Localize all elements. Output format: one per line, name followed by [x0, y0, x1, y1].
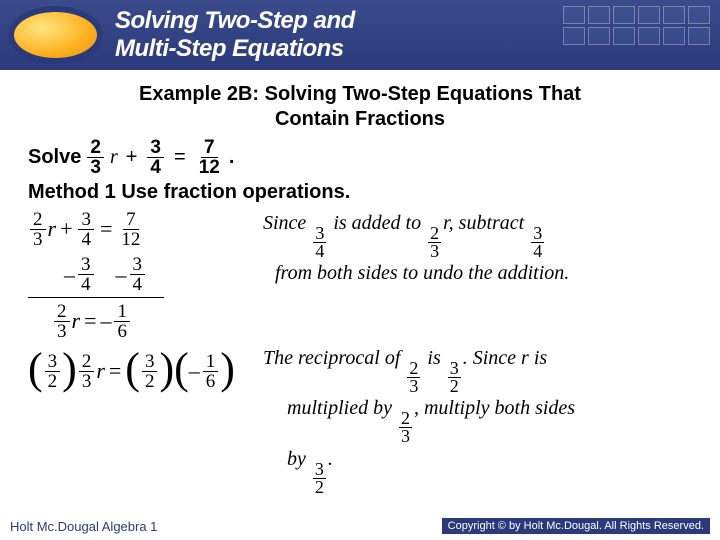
frac-2-3: 23	[87, 138, 104, 177]
math-row-2: – 34 – 34	[28, 252, 164, 298]
math-row-4: ( 32 ) 23 r = ( 32 ) ( – 16 )	[28, 344, 263, 398]
method-line: Method 1 Use fraction operations.	[28, 181, 692, 204]
header-grid-decor	[563, 6, 710, 45]
method-rest: Use fraction operations.	[116, 181, 351, 203]
example-heading: Example 2B: Solving Two-Step Equations T…	[28, 82, 692, 132]
math-row-3: 23 r = – 16	[28, 298, 263, 344]
method-bold: Method 1	[28, 181, 116, 203]
math-column: 23 r + 34 = 712 – 34 – 34 23 r = – 16	[28, 206, 263, 496]
footer-left: Holt Mc.Dougal Algebra 1	[10, 519, 157, 534]
frac-7-12: 712	[196, 138, 223, 177]
example-heading-line1: Example 2B: Solving Two-Step Equations T…	[28, 82, 692, 107]
slide-footer: Holt Mc.Dougal Algebra 1 Copyright © by …	[10, 518, 710, 534]
explain-column: Since 34 is added to 23r, subtract 34 fr…	[263, 206, 692, 496]
title-line-1: Solving Two-Step and	[115, 7, 355, 35]
plus: +	[126, 146, 138, 169]
slide-header: Solving Two-Step and Multi-Step Equation…	[0, 0, 720, 70]
explain-p1: Since 34 is added to 23r, subtract 34 fr…	[263, 210, 692, 287]
frac-3-4: 34	[147, 138, 164, 177]
example-heading-line2: Contain Fractions	[28, 107, 692, 132]
solve-line: Solve 23 r + 34 = 712 .	[28, 138, 692, 177]
math-row-1: 23 r + 34 = 712	[28, 206, 263, 252]
solve-word: Solve	[28, 146, 81, 169]
period: .	[229, 146, 235, 169]
title-line-2: Multi-Step Equations	[115, 35, 355, 63]
slide-title: Solving Two-Step and Multi-Step Equation…	[115, 7, 355, 62]
logo-oval-inner	[14, 12, 97, 58]
var-r: r	[110, 146, 118, 169]
explain-p2: The reciprocal of 23 is 32. Since r is m…	[263, 345, 692, 496]
footer-right: Copyright © by Holt Mc.Dougal. All Right…	[442, 518, 710, 534]
eq: =	[174, 146, 186, 169]
body-row: 23 r + 34 = 712 – 34 – 34 23 r = – 16	[28, 206, 692, 496]
slide-content: Example 2B: Solving Two-Step Equations T…	[0, 70, 720, 496]
